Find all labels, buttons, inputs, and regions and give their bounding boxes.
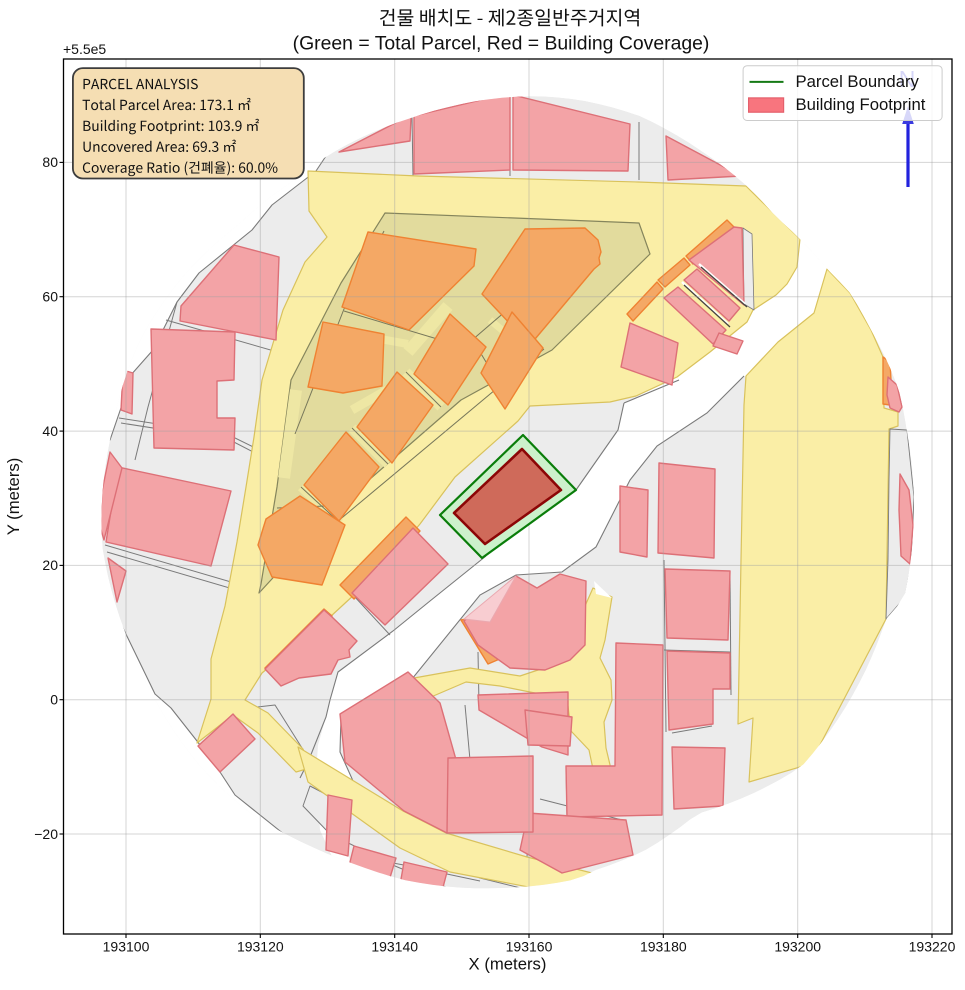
svg-text:80: 80	[42, 154, 58, 170]
svg-text:193120: 193120	[237, 939, 284, 955]
svg-text:Building Footprint: Building Footprint	[796, 95, 926, 114]
svg-text:X (meters): X (meters)	[469, 955, 547, 974]
svg-text:20: 20	[42, 557, 58, 573]
svg-text:0: 0	[50, 692, 58, 708]
svg-text:Parcel Boundary: Parcel Boundary	[796, 72, 920, 91]
svg-text:(Green = Total Parcel, Red = B: (Green = Total Parcel, Red = Building Co…	[293, 33, 710, 55]
svg-text:193220: 193220	[909, 939, 956, 955]
svg-text:193140: 193140	[371, 939, 418, 955]
svg-text:193160: 193160	[506, 939, 553, 955]
svg-text:+5.5e5: +5.5e5	[63, 41, 106, 57]
svg-text:−20: −20	[34, 826, 58, 842]
svg-text:60: 60	[42, 289, 58, 305]
svg-text:193200: 193200	[774, 939, 821, 955]
svg-text:193100: 193100	[103, 939, 150, 955]
svg-text:40: 40	[42, 423, 58, 439]
svg-text:Y (meters): Y (meters)	[4, 458, 23, 536]
svg-text:193180: 193180	[640, 939, 687, 955]
